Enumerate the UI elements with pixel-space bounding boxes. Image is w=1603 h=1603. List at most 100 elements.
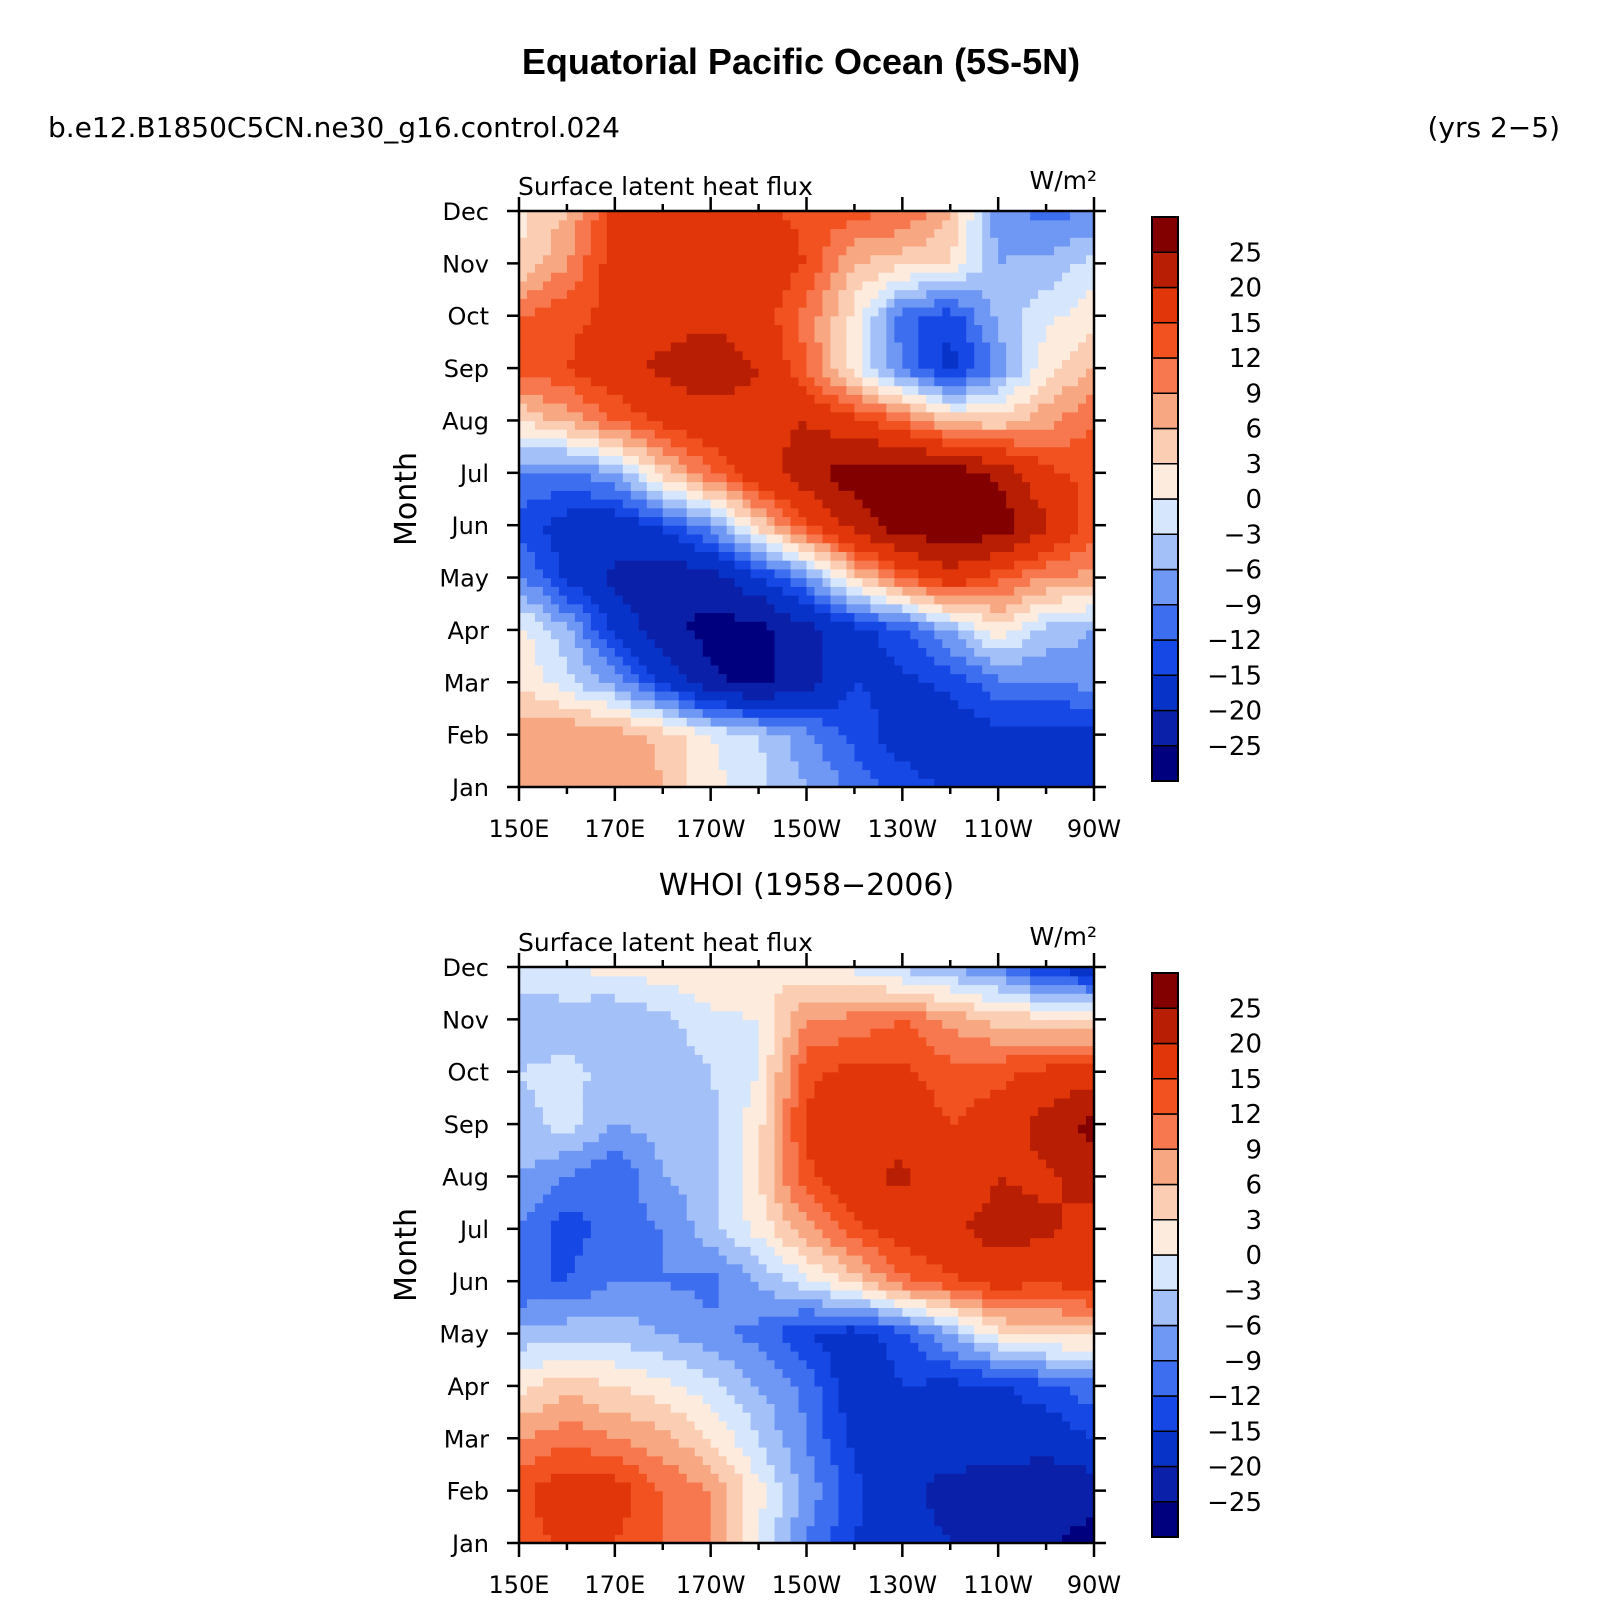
heatmap-cell bbox=[966, 228, 975, 238]
heatmap-cell bbox=[526, 595, 536, 605]
heatmap-cell bbox=[806, 507, 816, 518]
heatmap-cell bbox=[534, 272, 544, 282]
heatmap-cell bbox=[926, 525, 935, 535]
heatmap-cell bbox=[1054, 708, 1063, 718]
heatmap-cell bbox=[622, 551, 632, 561]
heatmap-cell bbox=[1046, 298, 1055, 308]
heatmap-cell bbox=[598, 603, 608, 614]
heatmap-cell bbox=[1054, 429, 1063, 439]
heatmap-cell bbox=[1054, 368, 1063, 378]
heatmap-cell bbox=[686, 350, 696, 360]
heatmap-cell bbox=[638, 752, 648, 762]
heatmap-cell bbox=[926, 219, 935, 230]
heatmap-cell bbox=[542, 376, 552, 387]
heatmap-cell bbox=[846, 385, 856, 395]
heatmap-cell bbox=[686, 245, 696, 256]
heatmap-cell bbox=[662, 385, 672, 395]
heatmap-cell bbox=[942, 629, 951, 640]
heatmap-cell bbox=[614, 568, 624, 579]
heatmap-cell bbox=[614, 769, 624, 779]
heatmap-cell bbox=[742, 272, 752, 282]
heatmap-cell bbox=[1070, 691, 1079, 701]
heatmap-cell bbox=[670, 420, 680, 430]
heatmap-cell bbox=[926, 638, 935, 648]
y-tick-label: May bbox=[439, 565, 489, 593]
heatmap-cell bbox=[590, 280, 600, 291]
heatmap-cell bbox=[750, 350, 760, 360]
heatmap-cell bbox=[519, 1525, 528, 1535]
heatmap-cell bbox=[830, 507, 840, 518]
heatmap-cell bbox=[798, 324, 808, 334]
heatmap-cell bbox=[734, 595, 744, 605]
heatmap-cell bbox=[862, 595, 871, 605]
heatmap-cell bbox=[622, 577, 632, 587]
heatmap-cell bbox=[598, 499, 608, 509]
heatmap-cell bbox=[790, 280, 800, 291]
heatmap-cell bbox=[646, 385, 656, 395]
heatmap-cell bbox=[678, 333, 688, 343]
heatmap-cell bbox=[686, 376, 696, 387]
heatmap-cell bbox=[646, 752, 656, 762]
heatmap-cell bbox=[886, 341, 895, 352]
heatmap-cell bbox=[710, 211, 720, 221]
heatmap-cell bbox=[1038, 350, 1047, 360]
heatmap-cell bbox=[1054, 411, 1063, 422]
heatmap-cell bbox=[814, 586, 824, 596]
heatmap-cell bbox=[934, 298, 943, 308]
heatmap-cell bbox=[1038, 542, 1047, 552]
heatmap-cell bbox=[782, 638, 792, 648]
heatmap-cell bbox=[534, 455, 544, 465]
heatmap-cell bbox=[870, 551, 879, 561]
heatmap-cell bbox=[846, 368, 856, 378]
heatmap-cell bbox=[718, 516, 728, 526]
heatmap-cell bbox=[1086, 455, 1094, 465]
heatmap-cell bbox=[790, 429, 800, 439]
heatmap-cell bbox=[638, 263, 648, 273]
heatmap-cell bbox=[998, 577, 1007, 587]
heatmap-cell bbox=[710, 298, 720, 308]
heatmap-cell bbox=[822, 376, 832, 387]
heatmap-cell bbox=[646, 324, 656, 334]
heatmap-cell bbox=[758, 1534, 768, 1543]
heatmap-cell bbox=[678, 455, 688, 465]
heatmap-cell bbox=[1078, 368, 1087, 378]
heatmap-cell bbox=[830, 542, 840, 552]
heatmap-cell bbox=[782, 769, 792, 779]
heatmap-cell bbox=[798, 341, 808, 352]
heatmap-cell bbox=[1022, 577, 1031, 587]
heatmap-cell bbox=[606, 315, 616, 326]
heatmap-cell bbox=[718, 1534, 728, 1543]
heatmap-cell bbox=[582, 324, 592, 334]
heatmap-cell bbox=[686, 568, 696, 579]
heatmap-cell bbox=[926, 455, 935, 465]
heatmap-cell bbox=[774, 708, 784, 718]
heatmap-cell bbox=[838, 551, 848, 561]
heatmap-cell bbox=[854, 682, 864, 692]
heatmap-cell bbox=[950, 603, 959, 614]
heatmap-cell bbox=[966, 455, 975, 465]
heatmap-cell bbox=[918, 333, 927, 343]
heatmap-cell bbox=[526, 542, 536, 552]
heatmap-cell bbox=[950, 752, 959, 762]
heatmap-cell bbox=[910, 437, 919, 448]
heatmap-cell bbox=[790, 446, 800, 456]
heatmap-cell bbox=[774, 525, 784, 535]
heatmap-cell bbox=[550, 472, 560, 483]
heatmap-cell bbox=[1078, 568, 1087, 579]
heatmap-cell bbox=[926, 717, 935, 727]
heatmap-cell bbox=[750, 472, 760, 483]
heatmap-cell bbox=[542, 673, 552, 683]
heatmap-cell bbox=[1022, 560, 1031, 570]
heatmap-cell bbox=[926, 577, 935, 587]
heatmap-cell bbox=[582, 1534, 592, 1543]
heatmap-cell bbox=[1014, 429, 1023, 439]
heatmap-cell bbox=[758, 734, 768, 744]
heatmap-cell bbox=[558, 551, 568, 561]
heatmap-cell bbox=[606, 525, 616, 535]
heatmap-cell bbox=[678, 394, 688, 404]
heatmap-cell bbox=[742, 289, 752, 299]
heatmap-cell bbox=[614, 656, 624, 666]
heatmap-cell bbox=[894, 298, 903, 308]
heatmap-cell bbox=[894, 429, 903, 439]
heatmap-cell bbox=[846, 516, 856, 526]
